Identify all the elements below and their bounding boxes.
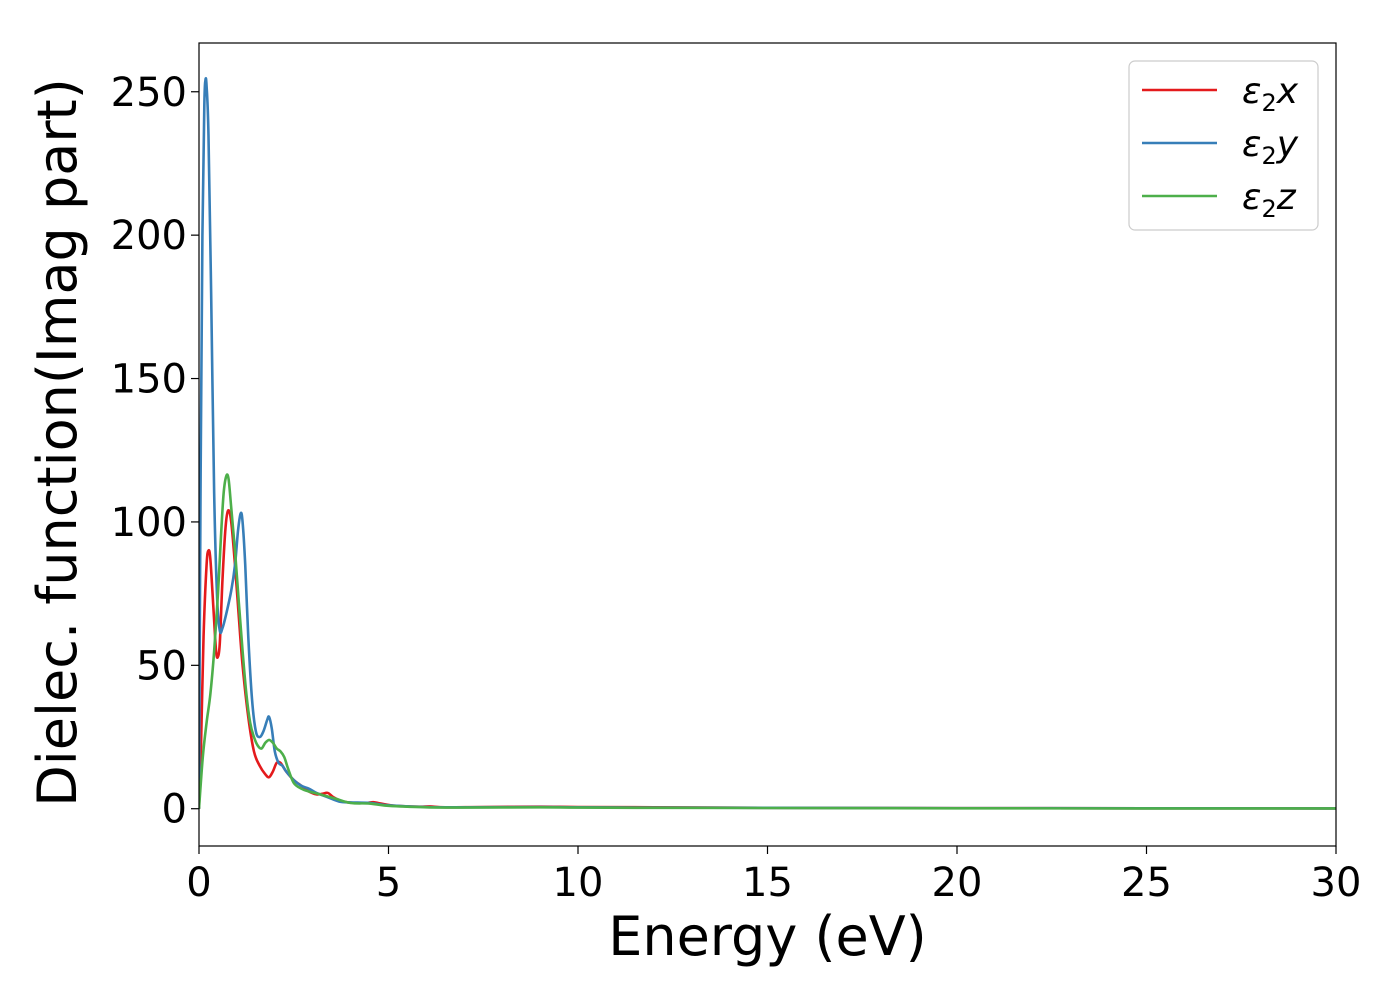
y-tick-label: 250 <box>111 70 187 116</box>
x-tick-label: 30 <box>1311 860 1362 906</box>
y-axis: 0 50 100 150 200 250 <box>111 70 199 833</box>
series-layer <box>199 76 1336 810</box>
legend-box <box>1128 60 1319 231</box>
x-tick-label: 0 <box>186 860 211 906</box>
legend-label-x: ε2x <box>1242 71 1299 117</box>
legend-label-y: ε2y <box>1242 124 1299 170</box>
series-line-z <box>199 473 1336 810</box>
legend: ε2x ε2y ε2z <box>1128 60 1319 231</box>
x-tick-label: 15 <box>742 860 793 906</box>
legend-label-z: ε2z <box>1242 177 1297 223</box>
x-tick-label: 25 <box>1121 860 1172 906</box>
x-axis-label: Energy (eV) <box>608 905 927 968</box>
y-tick-label: 50 <box>136 643 187 689</box>
y-tick-label: 0 <box>162 787 187 833</box>
x-axis: 0 5 10 15 20 25 30 <box>186 846 1361 906</box>
y-tick-label: 100 <box>111 500 187 546</box>
x-tick-label: 5 <box>376 860 401 906</box>
x-tick-label: 10 <box>553 860 604 906</box>
y-tick-label: 150 <box>111 357 187 403</box>
y-tick-label: 200 <box>111 213 187 259</box>
y-axis-label: Dielec. function(Imag part) <box>26 78 89 807</box>
x-tick-label: 20 <box>932 860 983 906</box>
